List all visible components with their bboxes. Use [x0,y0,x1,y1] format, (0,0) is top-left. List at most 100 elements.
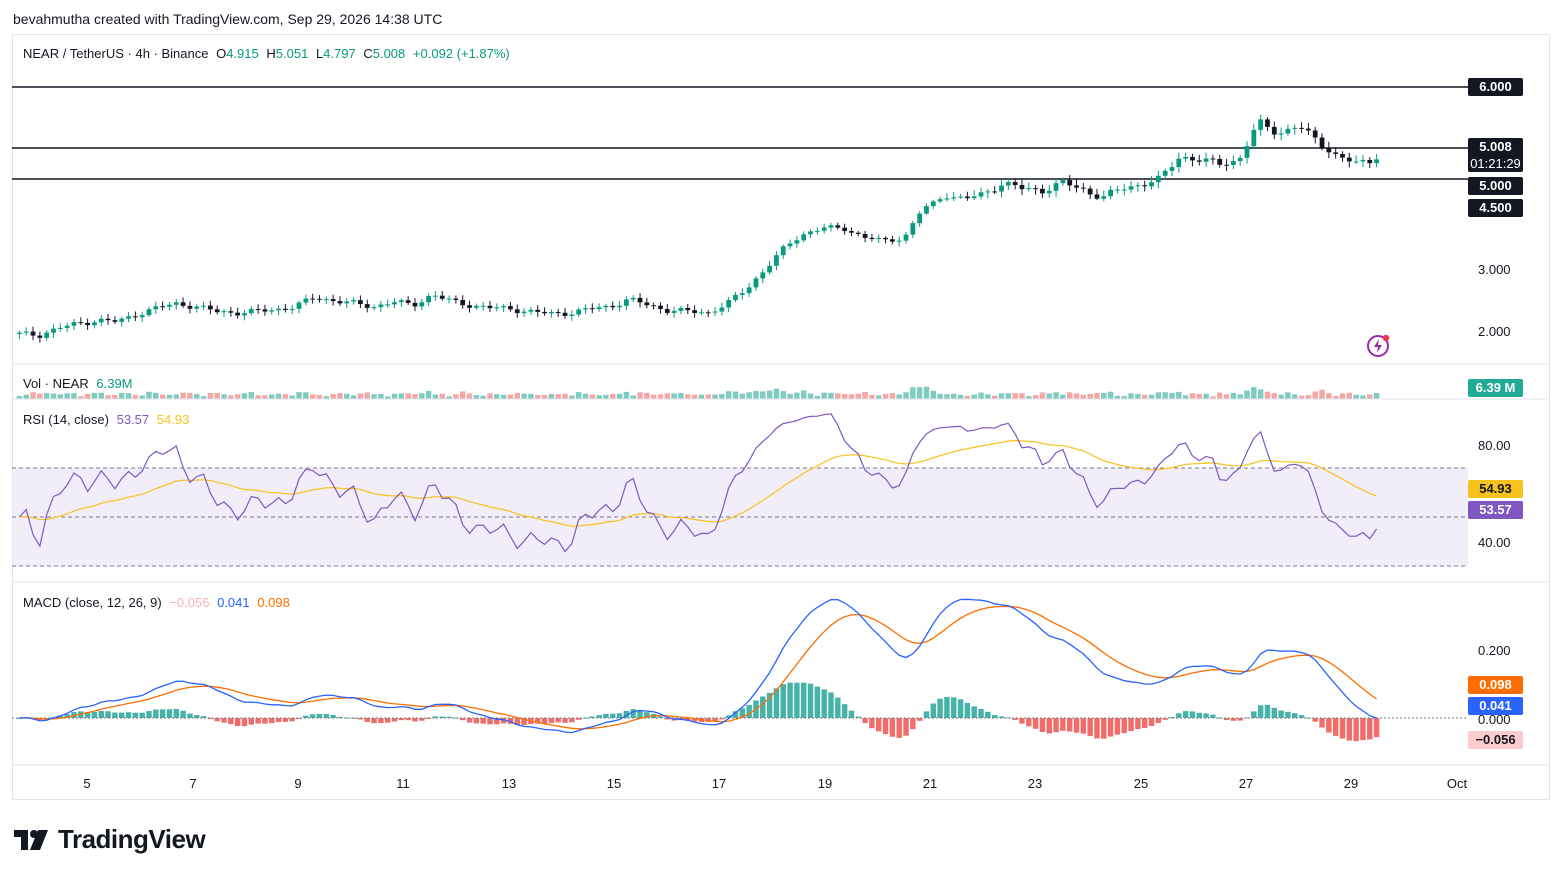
candle-body [712,311,718,313]
candle-body [733,294,738,301]
candle-body [951,197,957,199]
macd-histogram-bar [882,718,889,735]
volume-bar [623,391,630,399]
candle-body [37,335,43,338]
macd-histogram-bar [1094,718,1100,739]
macd-histogram-bar [275,718,282,723]
volume-bar [1210,396,1216,399]
volume-bar [616,393,623,399]
time-tick: 9 [294,776,302,791]
macd-histogram-bar [623,710,630,718]
candle-body [624,299,629,306]
candle-body [501,306,507,308]
macd-histogram-bar [1332,718,1339,736]
volume-bar [1319,389,1325,399]
macd-histogram-bar [937,698,943,718]
volume-bar [1230,392,1237,399]
candle-body [473,305,479,308]
candle-body [1115,189,1120,191]
candle-body [92,322,97,326]
volume-bar [1162,392,1168,399]
macd-histogram-bar [200,716,207,718]
brand-name: TradingView [58,824,206,854]
macd-histogram-bar [1066,718,1073,732]
volume-bar [760,391,766,399]
macd-label[interactable]: MACD (close, 12, 26, 9) [23,595,162,610]
volume-bar [187,392,193,399]
candle-body [910,223,916,235]
volume-bar [1312,391,1318,399]
candle-body [351,300,356,302]
candle-body [958,196,963,198]
candle-body [978,192,984,197]
rsi-label[interactable]: RSI (14, close) [23,412,109,427]
candle-body [767,265,772,273]
volume-bar [453,394,459,399]
volume-bar [1346,392,1353,399]
macd-histogram-bar [616,713,623,718]
candle-body [64,325,70,328]
macd-histogram-bar [978,708,984,718]
volume-bar [275,393,282,399]
volume-bar [78,396,84,399]
volume-bar [1251,387,1257,399]
candle-body [774,255,779,266]
candle-body [726,300,732,308]
macd-histogram-bar [1251,711,1257,718]
volume-bar [1121,396,1127,399]
candle-body [1367,159,1373,164]
volume-bar [439,393,445,399]
candle-body [1101,196,1107,199]
volume-bar [139,395,145,399]
symbol-title[interactable]: NEAR / TetherUS · 4h · Binance [23,46,209,61]
candle-body [521,311,527,314]
volume-bar [971,394,977,399]
candle-body [808,231,813,235]
macd-histogram-bar [964,702,971,718]
volume-label[interactable]: Vol · NEAR [23,376,89,391]
volume-bar [521,393,527,399]
macd-histogram-bar [657,716,664,718]
volume-bar [739,393,746,399]
volume-bar [146,391,152,399]
volume-value: 6.39M [96,376,133,391]
flash-icon[interactable] [1366,334,1390,358]
volume-bar [269,394,275,399]
candle-body [453,298,459,300]
candle-body [1040,188,1045,194]
macd-histogram-bar [1278,710,1284,718]
volume-bar [569,395,575,399]
macd-histogram-bar [1319,718,1325,728]
time-tick: 13 [501,776,517,791]
candle-body [535,309,541,312]
candle-body [930,201,936,207]
candle-body [344,301,350,304]
candle-body [112,320,118,322]
macd-histogram-bar [841,704,848,718]
volume-bar [991,395,998,399]
candle-body [555,312,561,314]
candle-body [760,272,766,279]
tradingview-logo[interactable]: TradingView [14,824,206,855]
macd-histogram-bar [228,718,234,725]
macd-histogram-bar [159,709,166,718]
candle-body [201,305,206,307]
macd-signal-tag: 0.098 [1468,676,1523,694]
candle-body [883,237,888,240]
volume-bar [957,394,964,399]
rsi-ma-tag: 54.93 [1468,480,1523,498]
price-tag-5: 5.000 [1468,177,1523,195]
macd-histogram-bar [84,712,91,718]
volume-bar [378,393,384,399]
candle-body [1074,185,1079,188]
candle-body [1244,146,1250,158]
macd-histogram-bar [1244,717,1250,719]
volume-bar [43,393,50,399]
macd-histogram-bar [214,718,220,722]
candle-body [167,304,172,307]
candle-body [692,310,697,314]
volume-bar [725,391,732,399]
volume-bar [644,392,650,399]
macd-histogram-bar [378,718,384,723]
